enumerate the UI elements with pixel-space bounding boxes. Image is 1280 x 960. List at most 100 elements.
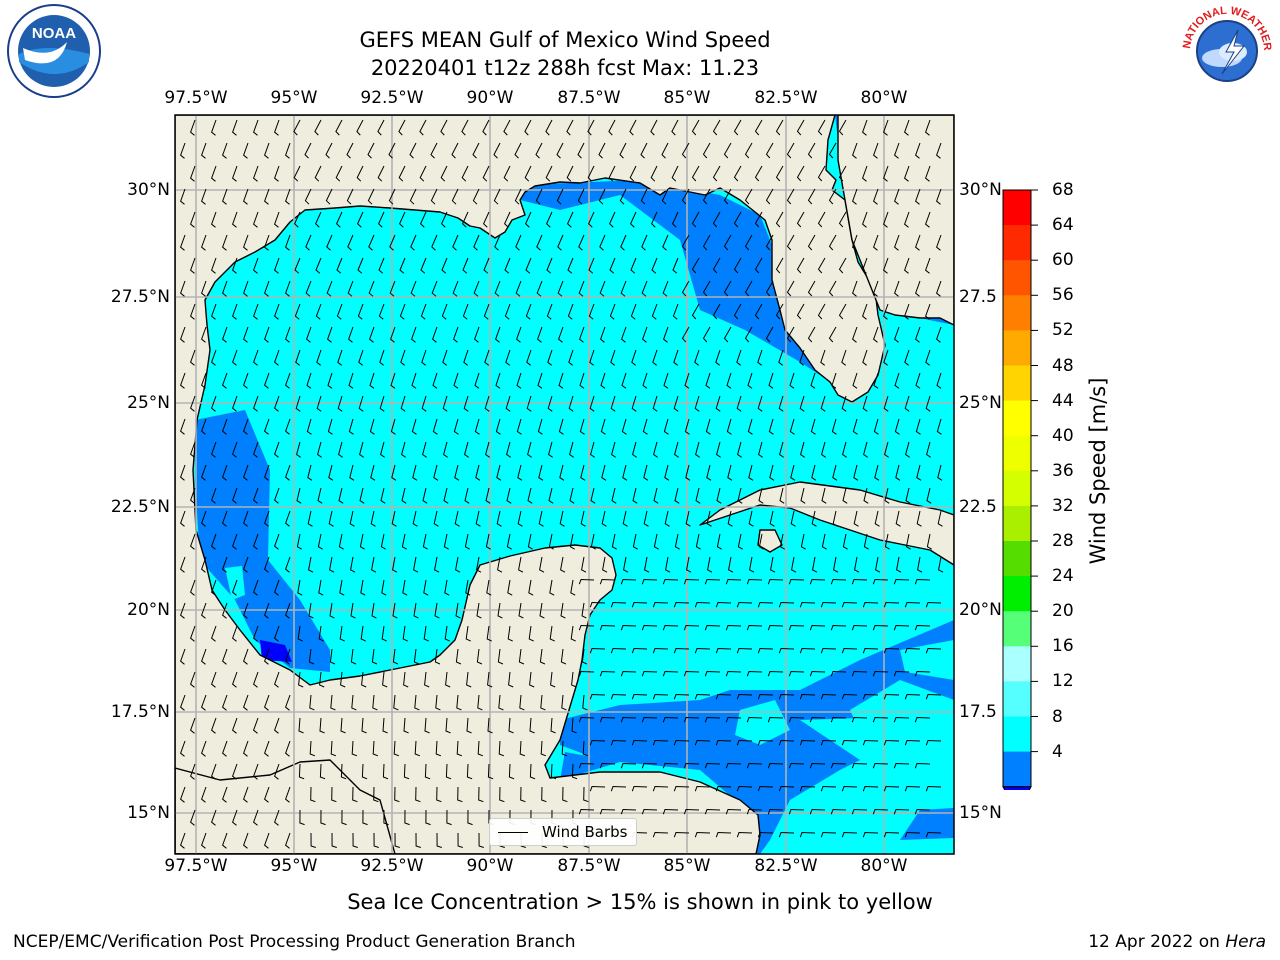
wind-barb	[379, 395, 385, 412]
wind-barb	[201, 464, 207, 481]
wind-barb	[528, 625, 534, 642]
wind-barb	[820, 831, 837, 838]
wind-barb	[403, 671, 409, 688]
wind-barb	[550, 671, 556, 688]
wind-barb	[807, 234, 816, 251]
wind-barb	[503, 211, 511, 228]
wind-barb	[495, 326, 501, 343]
wind-barb	[769, 510, 775, 527]
wind-barb	[851, 624, 868, 631]
wind-barb	[673, 785, 690, 792]
wind-barb	[556, 142, 564, 159]
map-frame	[174, 114, 955, 855]
wind-barb	[293, 119, 301, 136]
wind-barb	[652, 831, 669, 838]
lat-tick-left: 25°N	[127, 393, 170, 413]
wind-barb	[368, 280, 375, 297]
wind-barb	[925, 349, 931, 366]
wind-barb	[883, 647, 900, 654]
wind-barb	[526, 395, 532, 412]
wind-barb	[211, 119, 217, 136]
wind-barb	[357, 303, 364, 320]
wind-barb	[496, 510, 502, 527]
wind-barb	[440, 211, 448, 228]
wind-barb	[441, 303, 448, 320]
wind-barb	[540, 740, 547, 757]
wind-barb	[873, 188, 879, 205]
wind-barb	[609, 303, 616, 320]
wind-barb	[464, 487, 470, 504]
wind-barb	[506, 487, 512, 504]
wind-barb	[883, 119, 889, 136]
wind-barb	[830, 624, 847, 631]
wind-barb	[874, 510, 880, 527]
wind-barb	[925, 257, 931, 274]
wind-barb	[508, 671, 514, 688]
wind-barb	[338, 441, 343, 458]
wind-barb	[631, 395, 637, 412]
wind-barb	[811, 464, 817, 481]
wind-barb	[296, 487, 302, 504]
wind-barb	[674, 533, 680, 550]
lat-tick-right: 22.5	[959, 497, 997, 517]
wind-barb	[464, 441, 469, 458]
wind-barb	[430, 142, 438, 159]
wind-barb	[274, 579, 280, 596]
wind-barb	[253, 533, 259, 550]
wind-barb	[841, 601, 858, 608]
wind-barb	[455, 556, 461, 573]
wind-barb	[746, 670, 763, 677]
colorbar-tick-label: 12	[1052, 671, 1074, 692]
wind-barb	[253, 395, 259, 412]
wind-barb	[393, 694, 399, 711]
wind-barb	[779, 441, 784, 458]
wind-barb	[347, 234, 354, 251]
wind-barb	[775, 119, 784, 136]
wind-barb	[546, 303, 553, 320]
wind-barb	[326, 234, 333, 251]
wind-barb	[349, 510, 355, 527]
wind-barb	[620, 234, 627, 251]
wind-barb	[526, 349, 532, 366]
wind-barb	[402, 625, 408, 642]
wind-barb	[243, 234, 249, 251]
footer-date: 12 Apr 2022 on Hera	[1088, 932, 1266, 952]
wind-barb	[285, 418, 291, 435]
colorbar-tick-label: 64	[1052, 215, 1074, 236]
wind-barb	[299, 809, 305, 826]
wind-barb	[222, 326, 228, 343]
wind-barb	[432, 326, 438, 343]
wind-barb	[611, 487, 617, 504]
wind-barb	[583, 786, 589, 803]
wind-barb	[507, 579, 513, 596]
wind-barb	[673, 647, 690, 654]
wind-barb	[727, 464, 733, 481]
wind-barb	[539, 556, 545, 573]
wind-barb	[883, 257, 889, 274]
wind-barb	[938, 556, 944, 573]
wind-barb	[726, 418, 732, 435]
wind-barb	[559, 510, 565, 527]
colorbar-segment	[1003, 611, 1031, 647]
wind-barb	[253, 671, 259, 688]
wind-barb	[736, 349, 742, 366]
wind-barb	[350, 648, 357, 665]
lon-tick-bottom: 92.5°W	[360, 856, 424, 876]
colorbar-tick-label: 68	[1052, 180, 1074, 200]
wind-barb	[841, 739, 858, 746]
wind-barb	[253, 119, 259, 136]
wind-barb	[905, 441, 910, 458]
wind-barb	[414, 694, 420, 711]
wind-barb	[420, 257, 427, 274]
wind-barb	[893, 762, 910, 769]
wind-barb	[758, 441, 763, 458]
wind-barb	[308, 602, 314, 619]
wind-barb	[653, 441, 658, 458]
wind-barb	[652, 349, 658, 366]
wind-barb	[487, 717, 493, 734]
wind-barb	[662, 808, 679, 815]
wind-barb	[180, 602, 186, 619]
wind-barb	[915, 372, 921, 389]
wind-barb	[578, 624, 595, 631]
wind-barb	[201, 142, 207, 159]
